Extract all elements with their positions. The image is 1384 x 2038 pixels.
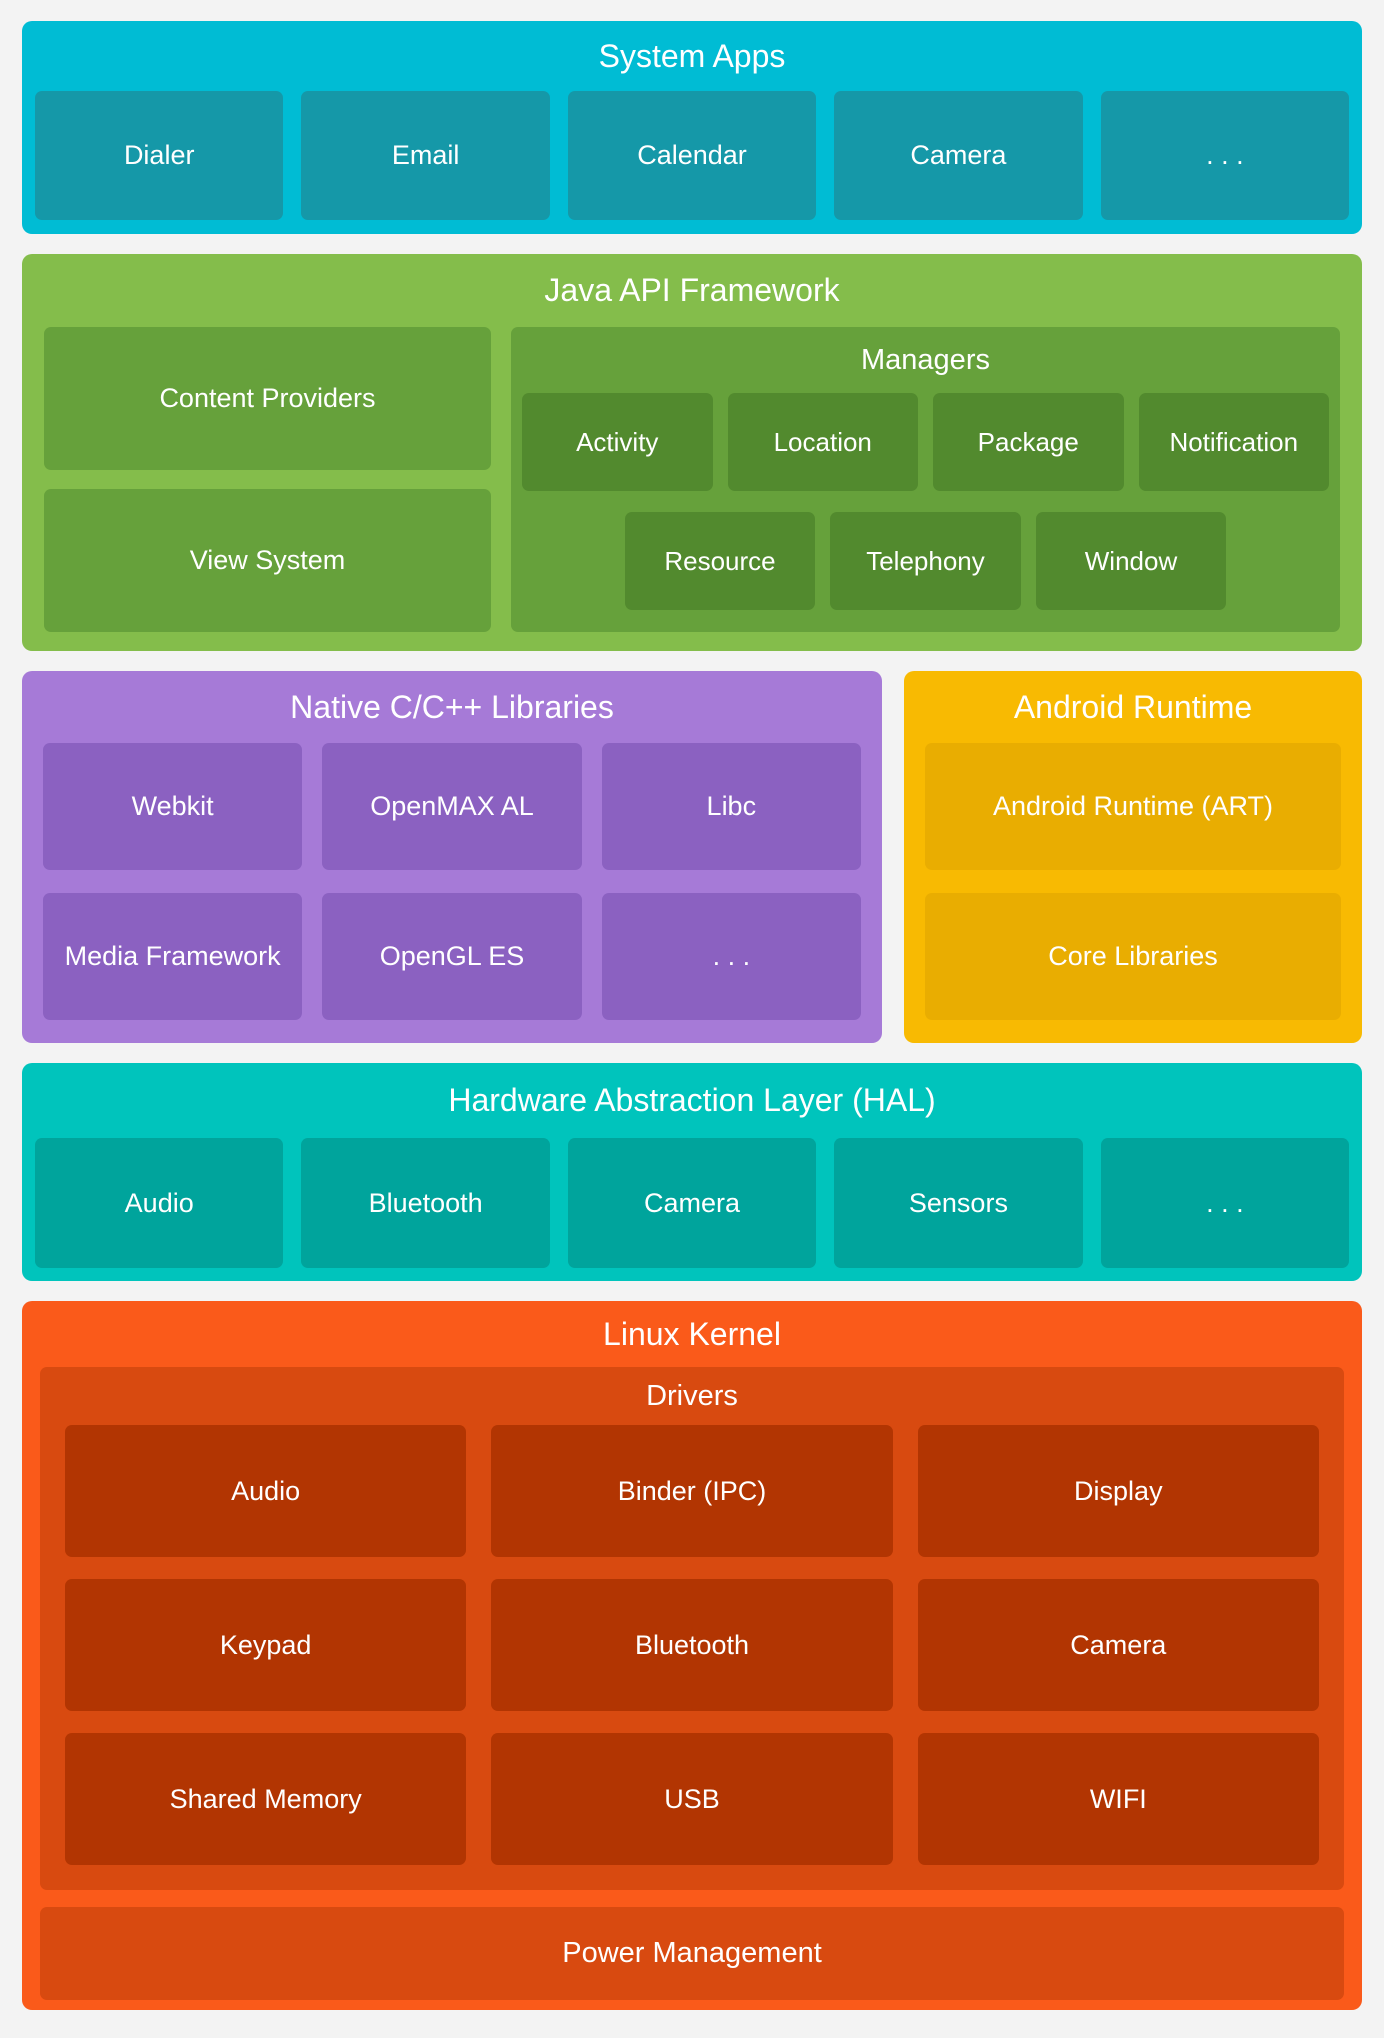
- drivers-title: Drivers: [646, 1379, 738, 1412]
- block-driver-audio: Audio: [65, 1425, 467, 1557]
- block-driver-binder-ipc: Binder (IPC): [491, 1425, 893, 1557]
- block-opengl-es: OpenGL ES: [322, 893, 582, 1020]
- block-media-framework: Media Framework: [43, 893, 303, 1020]
- block-camera: Camera: [834, 91, 1083, 220]
- android-runtime-title: Android Runtime: [1013, 688, 1253, 725]
- java-api-framework-title: Java API Framework: [544, 272, 840, 308]
- managers-row-2: Resource Telephony Window: [522, 512, 1329, 610]
- block-hal-ellipsis: . . .: [1100, 1138, 1350, 1268]
- android-runtime-section: Android Runtime Android Runtime (ART) Co…: [904, 671, 1362, 1043]
- drivers-group: Drivers Audio Binder (IPC) Display Keypa…: [40, 1367, 1344, 1890]
- hal-row: Audio Bluetooth Camera Sensors . . .: [35, 1138, 1350, 1268]
- system-apps-row: Dialer Email Calendar Camera . . .: [35, 91, 1350, 220]
- block-calendar: Calendar: [567, 91, 817, 220]
- block-apps-ellipsis: . . .: [1100, 91, 1350, 220]
- block-driver-usb: USB: [491, 1733, 893, 1865]
- block-openmax-al: OpenMAX AL: [322, 743, 582, 870]
- block-libc: Libc: [601, 743, 861, 870]
- block-driver-shared-memory: Shared Memory: [65, 1733, 467, 1865]
- block-native-ellipsis: . . .: [601, 893, 861, 1020]
- block-resource-manager: Resource: [624, 512, 816, 610]
- block-driver-keypad: Keypad: [65, 1579, 467, 1711]
- block-location-manager: Location: [727, 393, 918, 491]
- native-libraries-section: Native C/C++ Libraries Webkit OpenMAX AL…: [22, 671, 882, 1043]
- managers-group: Managers Activity Location Package Notif…: [511, 327, 1340, 632]
- native-libraries-row-1: Webkit OpenMAX AL Libc: [43, 743, 861, 870]
- native-libraries-row-2: Media Framework OpenGL ES . . .: [43, 893, 861, 1020]
- block-hal-bluetooth: Bluetooth: [301, 1138, 550, 1268]
- drivers-row-1: Audio Binder (IPC) Display: [65, 1425, 1319, 1557]
- drivers-row-3: Shared Memory USB WIFI: [65, 1733, 1319, 1865]
- block-core-libraries: Core Libraries: [925, 893, 1341, 1020]
- linux-kernel-section: Linux Kernel Drivers Audio Binder (IPC) …: [22, 1301, 1362, 2010]
- block-package-manager: Package: [933, 393, 1124, 491]
- managers-row-1: Activity Location Package Notification: [522, 393, 1329, 491]
- block-driver-camera: Camera: [917, 1579, 1319, 1711]
- block-telephony-manager: Telephony: [830, 512, 1021, 610]
- block-notification-manager: Notification: [1138, 393, 1329, 491]
- block-driver-wifi: WIFI: [917, 1733, 1319, 1865]
- block-hal-audio: Audio: [35, 1138, 284, 1268]
- block-android-runtime-art: Android Runtime (ART): [925, 743, 1341, 870]
- managers-title: Managers: [861, 343, 990, 376]
- block-content-providers: Content Providers: [44, 327, 491, 470]
- block-driver-bluetooth: Bluetooth: [491, 1579, 893, 1711]
- hal-section: Hardware Abstraction Layer (HAL) Audio B…: [22, 1063, 1362, 1281]
- hal-title: Hardware Abstraction Layer (HAL): [448, 1082, 936, 1118]
- block-window-manager: Window: [1035, 512, 1227, 610]
- system-apps-section: System Apps Dialer Email Calendar Camera…: [22, 21, 1362, 234]
- block-dialer: Dialer: [35, 91, 284, 220]
- block-activity-manager: Activity: [522, 393, 713, 491]
- java-api-body: Content Providers View System Managers A…: [44, 327, 1340, 632]
- block-email: Email: [301, 91, 550, 220]
- linux-kernel-title: Linux Kernel: [603, 1315, 781, 1352]
- block-view-system: View System: [44, 489, 491, 632]
- java-api-framework-section: Java API Framework Content Providers Vie…: [22, 254, 1362, 651]
- block-hal-sensors: Sensors: [834, 1138, 1083, 1268]
- system-apps-title: System Apps: [598, 37, 786, 74]
- libraries-runtime-row: Native C/C++ Libraries Webkit OpenMAX AL…: [22, 671, 1362, 1043]
- native-libraries-title: Native C/C++ Libraries: [290, 688, 614, 725]
- block-hal-camera: Camera: [567, 1138, 817, 1268]
- block-driver-display: Display: [917, 1425, 1319, 1557]
- drivers-row-2: Keypad Bluetooth Camera: [65, 1579, 1319, 1711]
- java-left-column: Content Providers View System: [44, 327, 491, 632]
- block-power-management: Power Management: [40, 1907, 1344, 2000]
- block-webkit: Webkit: [43, 743, 303, 870]
